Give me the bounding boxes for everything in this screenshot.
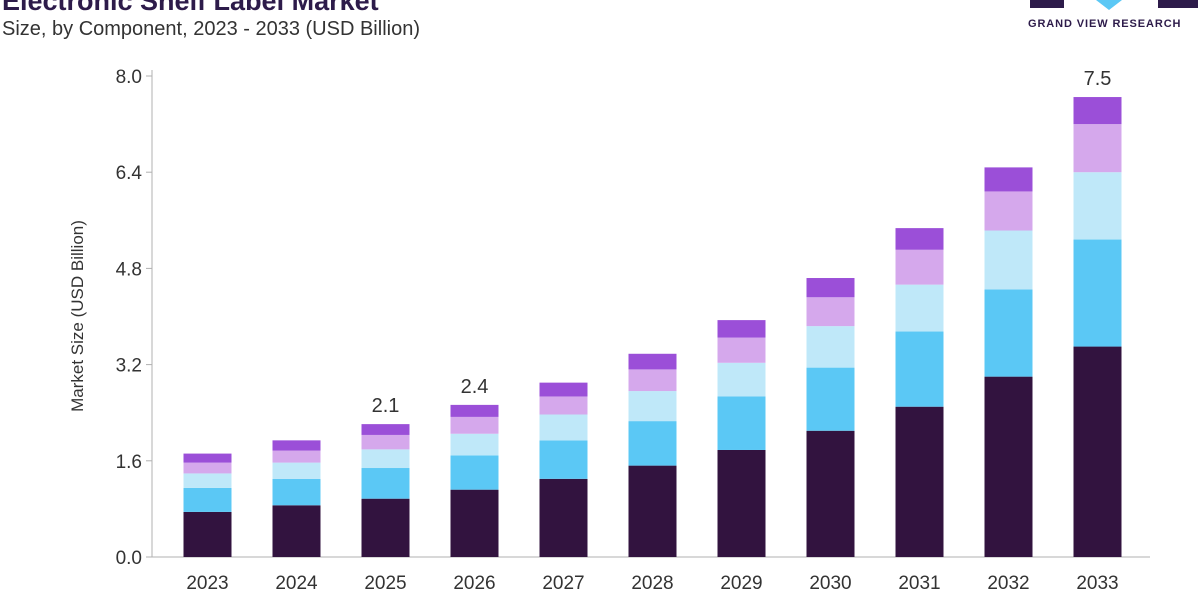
bar-segment-2023-5: [183, 453, 232, 463]
bar-segment-2024-4: [272, 450, 321, 463]
bar-segment-2027-3: [539, 414, 588, 441]
bar-segment-2031-4: [895, 249, 944, 285]
bar-segment-2029-3: [717, 362, 766, 397]
bar-segment-2023-1: [183, 511, 232, 557]
x-tick-label: 2025: [364, 573, 406, 594]
bar-segment-2026-4: [450, 416, 499, 434]
y-tick-label: 4.8: [116, 259, 142, 280]
logo-mark-center: [1096, 0, 1122, 10]
grand-view-research-logo: GRAND VIEW RESEARCH: [1028, 0, 1200, 34]
bar-segment-2029-5: [717, 320, 766, 338]
bar-segment-2031-5: [895, 228, 944, 250]
x-tick-label: 2030: [809, 573, 851, 594]
bar-segment-2032-1: [984, 376, 1033, 557]
bar-segment-2025-1: [361, 498, 410, 557]
bar-segment-2030-3: [806, 326, 855, 368]
bar-segment-2027-4: [539, 396, 588, 415]
bar-segment-2030-1: [806, 430, 855, 557]
bar-segment-2033-3: [1073, 172, 1122, 240]
bar-segment-2029-1: [717, 449, 766, 557]
x-tick-label: 2027: [542, 573, 584, 594]
x-tick-label: 2029: [720, 573, 762, 594]
data-label-2025: 2.1: [372, 395, 400, 417]
bar-segment-2026-5: [450, 404, 499, 417]
bar-segment-2032-3: [984, 230, 1033, 290]
x-tick-label: 2033: [1076, 573, 1118, 594]
bar-segment-2026-1: [450, 489, 499, 557]
y-tick-label: 0.0: [116, 548, 142, 569]
bar-segment-2031-1: [895, 406, 944, 557]
x-tick-label: 2024: [275, 573, 318, 594]
chart-labels: 2023 2024 2025 2.1 2026 2.4 2027 2028 2029 2030 20…: [186, 68, 1118, 594]
bar-segment-2033-5: [1073, 97, 1122, 125]
logo-text: GRAND VIEW RESEARCH: [1028, 18, 1182, 30]
data-label-2033: 7.5: [1084, 68, 1112, 90]
bar-segment-2026-2: [450, 455, 499, 490]
bar-segment-2028-2: [628, 421, 677, 466]
bar-segment-2028-4: [628, 369, 677, 392]
bar-segment-2030-4: [806, 297, 855, 327]
y-tick-label: 1.6: [116, 452, 142, 473]
bar-segment-2023-3: [183, 473, 232, 488]
bar-stacks: [183, 97, 1122, 557]
chart-title: Electronic Shelf Label Market: [2, 0, 379, 16]
bar-segment-2030-2: [806, 367, 855, 431]
bar-segment-2031-3: [895, 284, 944, 332]
bar-segment-2024-3: [272, 462, 321, 479]
bar-segment-2032-4: [984, 191, 1033, 231]
x-tick-label: 2023: [186, 573, 228, 594]
bar-segment-2025-2: [361, 468, 410, 499]
bar-segment-2025-5: [361, 424, 410, 435]
chart-subtitle: Size, by Component, 2023 - 2033 (USD Bil…: [2, 18, 420, 40]
bar-segment-2024-2: [272, 478, 321, 506]
bar-segment-2025-4: [361, 434, 410, 450]
logo-mark-right: [1158, 0, 1198, 8]
bar-segment-2023-2: [183, 487, 232, 512]
bar-segment-2025-3: [361, 449, 410, 469]
bar-segment-2024-5: [272, 440, 321, 451]
x-tick-label: 2026: [453, 573, 495, 594]
bar-segment-2024-1: [272, 505, 321, 557]
bar-segment-2030-5: [806, 278, 855, 298]
bar-segment-2023-4: [183, 462, 232, 474]
bar-segment-2032-5: [984, 167, 1033, 192]
y-axis-title: Market Size (USD Billion): [68, 220, 87, 412]
bar-segment-2031-2: [895, 331, 944, 407]
chart-axes: 0.0 1.6 3.2 4.8 6.4 8.0 Market Size (USD Billi…: [68, 67, 1150, 569]
bar-segment-2028-3: [628, 391, 677, 422]
x-tick-label: 2032: [987, 573, 1029, 594]
bar-segment-2026-3: [450, 433, 499, 456]
bar-segment-2028-5: [628, 353, 677, 370]
bar-segment-2028-1: [628, 465, 677, 557]
data-label-2026: 2.4: [461, 376, 489, 398]
bar-segment-2033-2: [1073, 239, 1122, 347]
y-tick-label: 6.4: [116, 163, 143, 184]
bar-segment-2027-2: [539, 440, 588, 479]
x-tick-label: 2031: [898, 573, 940, 594]
logo-mark-left: [1030, 0, 1064, 8]
bar-segment-2032-2: [984, 289, 1033, 377]
bar-segment-2033-1: [1073, 346, 1122, 557]
y-tick-label: 3.2: [116, 356, 142, 377]
x-tick-label: 2028: [631, 573, 673, 594]
bar-segment-2027-1: [539, 478, 588, 557]
bar-segment-2027-5: [539, 382, 588, 397]
bar-segment-2029-2: [717, 396, 766, 450]
y-tick-label: 8.0: [116, 67, 142, 88]
bar-segment-2029-4: [717, 337, 766, 363]
bar-segment-2033-4: [1073, 124, 1122, 173]
